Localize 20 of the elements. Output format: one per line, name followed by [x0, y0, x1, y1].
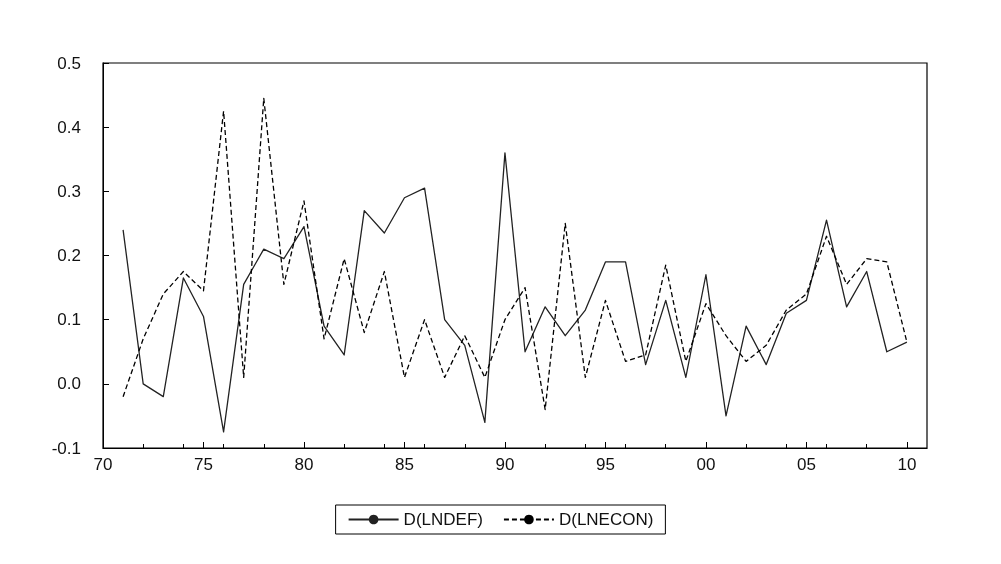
- x-tick-label: 95: [595, 455, 615, 474]
- y-tick-label: 0.0: [57, 374, 81, 394]
- legend-label: D(LNECON): [558, 510, 654, 529]
- y-tick-label: 0.1: [57, 310, 81, 330]
- y-tick-label: 0.4: [57, 117, 81, 137]
- x-tick-label: 70: [93, 455, 113, 474]
- x-tick-label: 10: [897, 455, 917, 474]
- y-tick-label: 0.2: [57, 246, 81, 265]
- x-tick-label: 05: [796, 455, 816, 474]
- x-tick-label: 85: [395, 455, 414, 474]
- legend-label: D(LNDEF): [403, 510, 483, 529]
- x-tick-label: 00: [696, 455, 716, 474]
- x-tick-label: 80: [294, 455, 314, 474]
- y-tick-label: 0.5: [57, 53, 81, 73]
- line-series: [122, 97, 908, 411]
- y-tick-label: -0.1: [51, 438, 81, 458]
- y-tick-label: 0.3: [57, 181, 81, 201]
- x-tick-label: 90: [495, 455, 515, 474]
- line-series: [122, 152, 908, 433]
- x-tick-label: 75: [194, 455, 213, 474]
